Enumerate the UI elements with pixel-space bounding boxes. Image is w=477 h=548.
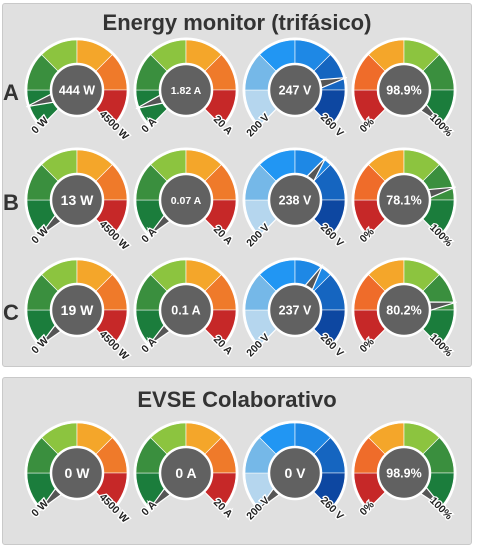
gauge-max-label: 20 A	[211, 334, 235, 358]
gauge-center	[158, 282, 214, 338]
gauge-value: 0.07 A	[171, 195, 202, 207]
gauge-center	[49, 282, 105, 338]
gauge-value: 0.1 A	[171, 304, 200, 318]
gauge-dial: 98.9%0% 100%	[351, 420, 457, 524]
gauge-dial: 0 A0 A 20 A	[133, 420, 239, 522]
gauge-voltage-b: 238 V 200 V 260 V	[239, 147, 351, 252]
gauge-value: 78.1%	[386, 194, 421, 208]
gauge-max-label: 260 V	[318, 332, 346, 360]
gauge-center	[376, 282, 432, 338]
gauge-voltage-evse: 0 V 200 V 260 V	[239, 420, 351, 525]
gauge-value: 98.9%	[386, 467, 421, 481]
gauge-max-label: 100%	[427, 495, 455, 523]
gauge-max-label: 20 A	[211, 114, 235, 138]
gauge-dial: 78.1%0% 100%	[351, 147, 457, 251]
gauge-value: 237 V	[279, 304, 312, 318]
gauge-value: 19 W	[61, 302, 94, 318]
gauge-center	[267, 172, 323, 228]
gauge-dial: 13 W0 W 4500 W	[24, 147, 132, 254]
gauge-power-factor-b: 78.1% 0% 100%	[348, 147, 460, 252]
gauge-max-label: 20 A	[211, 497, 235, 521]
gauge-center	[267, 282, 323, 338]
gauge-center	[158, 62, 214, 118]
phase-label-a: A	[3, 80, 19, 105]
gauge-center	[49, 445, 105, 501]
gauge-max-label: 100%	[427, 222, 455, 250]
gauge-dial: 444 W0 W 4500 W	[24, 37, 132, 144]
phase-label-b: B	[3, 190, 19, 215]
gauge-dial: 0 W0 W 4500 W	[24, 420, 132, 527]
gauge-dial: 98.9%0% 100%	[351, 37, 457, 141]
gauge-value: 0 A	[175, 465, 196, 481]
panel-title: Energy monitor (trifásico)	[102, 10, 372, 35]
gauge-max-label: 100%	[427, 112, 455, 140]
gauge-center	[49, 172, 105, 228]
gauge-dial: 19 W0 W 4500 W	[24, 257, 132, 364]
gauge-value: 0 W	[65, 465, 91, 481]
gauge-dial: 0.1 A0 A 20 A	[133, 257, 239, 359]
gauge-center	[376, 172, 432, 228]
gauge-dial: 0.07 A0 A 20 A	[133, 147, 239, 249]
gauge-dial: 1.82 A0 A 20 A	[133, 37, 239, 139]
gauge-value: 444 W	[59, 84, 95, 98]
gauge-voltage-a: 247 V 200 V 260 V	[239, 37, 351, 142]
gauge-value: 0 V	[284, 465, 306, 481]
gauge-max-label: 20 A	[211, 224, 235, 248]
gauge-value: 98.9%	[386, 84, 421, 98]
panel-title: EVSE Colaborativo	[137, 387, 337, 412]
gauge-center	[376, 62, 432, 118]
gauge-center	[49, 62, 105, 118]
gauge-value: 80.2%	[386, 304, 421, 318]
gauge-max-label: 260 V	[318, 222, 346, 250]
gauge-dial: 80.2%0% 100%	[351, 257, 458, 361]
phase-label-c: C	[3, 300, 19, 325]
gauge-value: 238 V	[279, 194, 312, 208]
gauge-center	[376, 445, 432, 501]
gauge-max-label: 100%	[427, 332, 455, 360]
gauge-power-factor-evse: 98.9% 0% 100%	[348, 420, 460, 525]
gauge-power-factor-c: 80.2% 0% 100%	[348, 257, 460, 362]
gauge-center	[267, 445, 323, 501]
gauge-value: 247 V	[279, 84, 312, 98]
gauge-max-label: 260 V	[318, 112, 346, 140]
gauge-value: 13 W	[61, 192, 94, 208]
gauge-voltage-c: 237 V 200 V 260 V	[239, 257, 351, 362]
gauge-center	[158, 445, 214, 501]
gauge-center	[158, 172, 214, 228]
gauge-center	[267, 62, 323, 118]
gauge-max-label: 260 V	[318, 495, 346, 523]
gauge-value: 1.82 A	[171, 85, 202, 97]
gauge-power-factor-a: 98.9% 0% 100%	[348, 37, 460, 142]
